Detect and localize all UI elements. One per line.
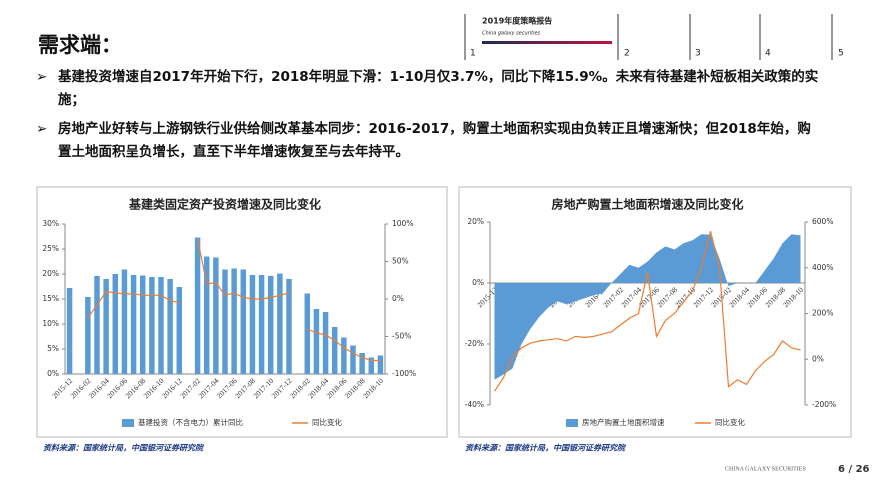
y-tick-label: 25%: [42, 244, 59, 253]
company-name: China galaxy securities: [482, 31, 541, 37]
bar: [313, 309, 320, 374]
bar: [341, 337, 347, 374]
page-number: 6 / 26: [838, 464, 870, 475]
y-tick-label: 15%: [42, 294, 59, 303]
nav-active-bar: [482, 41, 612, 44]
bar: [103, 279, 109, 374]
bar: [203, 256, 210, 374]
chart-title: 房地产购置土地面积增速及同比变化: [551, 197, 743, 212]
y2-tick-label: 400%: [812, 263, 833, 272]
bar: [158, 277, 164, 374]
bar: [112, 274, 119, 374]
nav-section: 3: [695, 49, 701, 59]
bullet-line: 房地产业好转与上游钢铁行业供给侧改革基本同步：2016-2017，购置土地面积实…: [58, 121, 811, 137]
bar: [231, 268, 237, 374]
y-tick-label: 0%: [472, 278, 484, 287]
bar: [139, 275, 146, 374]
bar: [66, 288, 73, 374]
y2-tick-label: -100%: [392, 369, 416, 378]
bar: [240, 269, 247, 374]
bar: [331, 327, 338, 374]
y-tick-label: -20%: [465, 339, 484, 348]
bar: [121, 269, 128, 374]
bar: [258, 275, 265, 374]
x-tick-label: 2018-10: [361, 376, 385, 400]
bar: [213, 257, 219, 374]
bar: [194, 237, 201, 374]
y-tick-label: 10%: [42, 319, 59, 328]
y-tick-label: 20%: [42, 269, 59, 278]
bar: [359, 353, 365, 374]
legend-label: 同比变化: [715, 417, 745, 427]
bar: [85, 297, 91, 374]
report-name: 2019年度策略报告: [482, 16, 552, 26]
line: [493, 231, 801, 392]
y2-tick-label: 0%: [392, 294, 404, 303]
chart-source: 资料来源：国家统计局，中国银河证券研究院: [43, 444, 205, 453]
bullet: ➢ 基建投资增速自2017年开始下行，2018年明显下滑：1-10月仅3.7%，…: [36, 66, 818, 112]
nav-section: 4: [765, 49, 771, 59]
y2-tick-label: 50%: [392, 257, 409, 266]
bar: [249, 275, 256, 374]
bullet-line: 置土地面积呈负增长，直至下半年增速恢复至与去年持平。: [58, 144, 409, 160]
chart-title: 基建类固定资产投资增速及同比变化: [128, 197, 321, 212]
bar: [130, 275, 137, 374]
y2-tick-label: -50%: [392, 332, 411, 341]
y2-tick-label: 100%: [392, 219, 413, 228]
nav-section: 2: [624, 49, 630, 59]
line: [307, 328, 381, 362]
nav-section: 1: [470, 49, 476, 59]
legend-label: 基建投资（不含电力）累计同比: [138, 417, 243, 427]
chart-frame: [458, 186, 852, 438]
y2-tick-label: 200%: [812, 309, 833, 318]
y2-tick-label: 600%: [812, 217, 833, 226]
bar: [94, 276, 100, 374]
nav-section: 5: [838, 49, 844, 59]
y-tick-label: 0%: [47, 369, 59, 378]
bullet-line: 施；: [58, 92, 85, 108]
bar: [377, 355, 384, 374]
bar: [368, 357, 375, 374]
bullet-line: 基建投资增速自2017年开始下行，2018年明显下滑：1-10月仅3.7%，同比…: [58, 69, 819, 85]
slide-title: 需求端：: [38, 33, 122, 57]
bullet: ➢ 房地产业好转与上游钢铁行业供给侧改革基本同步：2016-2017，购置土地面…: [36, 118, 811, 164]
bar: [277, 273, 283, 374]
y-tick-label: -40%: [465, 400, 484, 409]
bar: [149, 277, 155, 374]
bar: [304, 293, 311, 374]
area: [494, 234, 801, 380]
bar: [167, 279, 173, 374]
chart-source: 资料来源：国家统计局，中国银河证券研究院: [465, 444, 627, 453]
line: [87, 290, 180, 319]
legend-label: 房地产购置土地面积增速: [582, 417, 665, 427]
y-tick-label: 30%: [42, 219, 59, 228]
footer-company: CHINA GALAXY SECURITIES: [725, 466, 806, 472]
chart-frame: [36, 186, 448, 438]
y-tick-label: 5%: [47, 344, 59, 353]
bar: [222, 269, 228, 374]
x-tick-label: 2018-10: [781, 285, 805, 309]
y2-tick-label: 0%: [812, 354, 824, 363]
y2-tick-label: -200%: [812, 400, 836, 409]
bar: [267, 276, 274, 374]
legend-label: 同比变化: [312, 417, 342, 427]
legend-swatch: [122, 419, 134, 427]
legend-swatch: [566, 419, 578, 427]
bar: [322, 312, 329, 374]
y-tick-label: 20%: [467, 217, 484, 226]
bar: [286, 279, 292, 374]
bar: [176, 287, 183, 374]
line: [197, 238, 290, 300]
bar: [350, 345, 356, 374]
